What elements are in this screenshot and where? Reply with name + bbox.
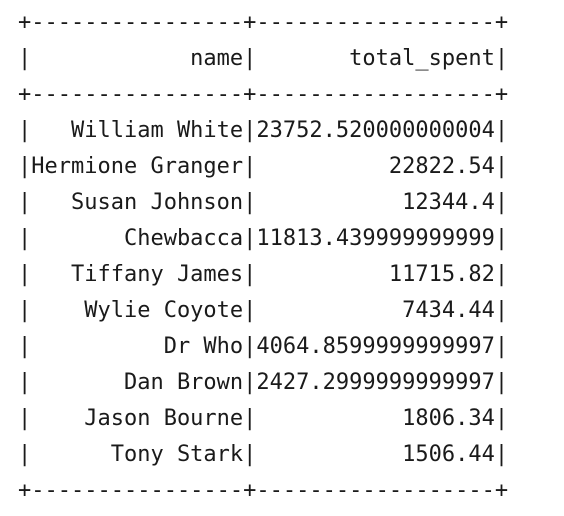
table-row: | William White|23752.520000000004| [18,118,509,143]
table-row: | Jason Bourne| 1806.34| [18,406,509,431]
table-border-header: +----------------+------------------+ [18,82,509,107]
table-row: | Dan Brown|2427.2999999999997| [18,370,509,395]
table-row: | Tiffany James| 11715.82| [18,262,509,287]
table-row: | Tony Stark| 1506.44| [18,442,509,467]
table-row: | Dr Who|4064.8599999999997| [18,334,509,359]
table-border-bottom: +----------------+------------------+ [18,478,509,503]
table-row: | Susan Johnson| 12344.4| [18,190,509,215]
table-row: | Chewbacca|11813.439999999999| [18,226,509,251]
table-border-top: +----------------+------------------+ [18,10,509,35]
table-row: | Wylie Coyote| 7434.44| [18,298,509,323]
table-header-row: | name| total_spent| [18,46,509,71]
table-row: |Hermione Granger| 22822.54| [18,154,509,179]
